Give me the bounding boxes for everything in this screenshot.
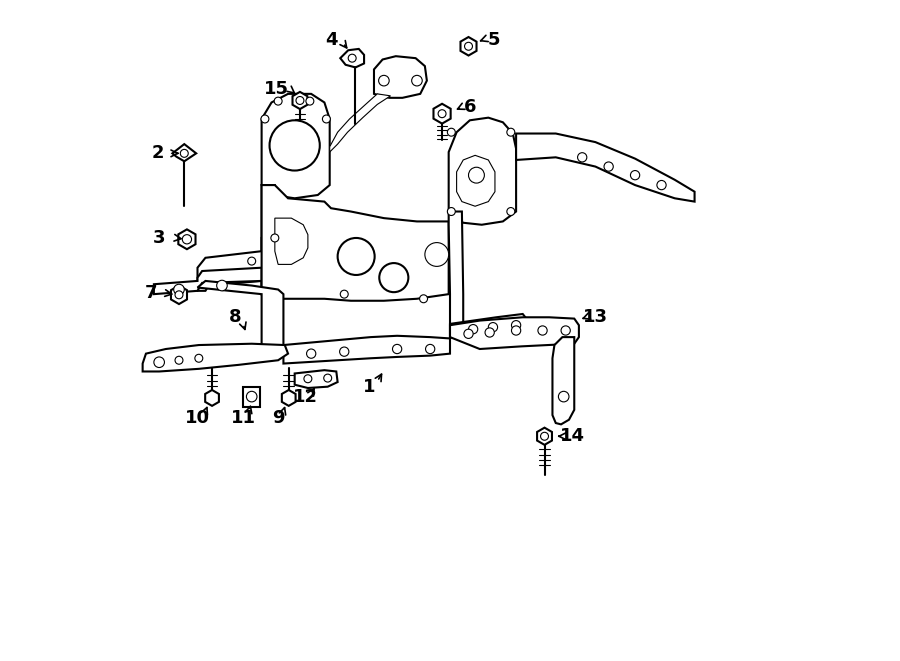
Circle shape (464, 329, 473, 338)
Circle shape (511, 326, 521, 335)
Polygon shape (434, 104, 451, 124)
Polygon shape (553, 337, 574, 424)
Text: 9: 9 (272, 408, 284, 427)
Circle shape (274, 97, 282, 105)
Polygon shape (329, 94, 391, 152)
Polygon shape (449, 118, 516, 225)
Circle shape (247, 391, 257, 402)
Circle shape (541, 432, 548, 440)
Circle shape (248, 257, 256, 265)
Polygon shape (450, 314, 528, 342)
Circle shape (511, 321, 521, 330)
Circle shape (175, 356, 183, 364)
Polygon shape (282, 390, 295, 406)
Circle shape (195, 354, 203, 362)
Polygon shape (262, 94, 329, 198)
Text: 10: 10 (185, 408, 210, 427)
Circle shape (154, 357, 165, 368)
Polygon shape (461, 37, 476, 56)
Circle shape (469, 325, 478, 334)
Polygon shape (294, 370, 338, 388)
Text: 13: 13 (583, 308, 608, 327)
Circle shape (271, 234, 279, 242)
Circle shape (447, 128, 455, 136)
Polygon shape (537, 428, 552, 445)
Circle shape (426, 344, 435, 354)
Circle shape (561, 326, 571, 335)
Polygon shape (374, 56, 427, 98)
Circle shape (183, 235, 192, 244)
Polygon shape (154, 268, 262, 294)
Circle shape (631, 171, 640, 180)
Circle shape (304, 375, 312, 383)
Circle shape (425, 243, 449, 266)
Polygon shape (171, 286, 187, 304)
Polygon shape (173, 144, 196, 161)
Circle shape (447, 208, 455, 215)
Text: 14: 14 (560, 427, 585, 446)
Circle shape (307, 349, 316, 358)
Polygon shape (262, 185, 449, 301)
Circle shape (469, 167, 484, 183)
Circle shape (507, 208, 515, 215)
Circle shape (392, 344, 401, 354)
Circle shape (558, 391, 569, 402)
Circle shape (464, 42, 473, 50)
Circle shape (269, 120, 319, 171)
Circle shape (411, 75, 422, 86)
Circle shape (379, 75, 389, 86)
Circle shape (175, 291, 183, 299)
Circle shape (324, 374, 332, 382)
Circle shape (489, 323, 498, 332)
Circle shape (322, 115, 330, 123)
Circle shape (419, 295, 428, 303)
Polygon shape (516, 134, 695, 202)
Circle shape (217, 280, 227, 291)
Circle shape (339, 347, 349, 356)
Circle shape (174, 284, 184, 295)
Text: 4: 4 (325, 30, 338, 49)
Polygon shape (449, 212, 464, 338)
Polygon shape (262, 185, 274, 294)
Circle shape (348, 54, 356, 62)
Circle shape (657, 180, 666, 190)
Circle shape (296, 97, 304, 104)
Polygon shape (292, 92, 308, 109)
Circle shape (261, 115, 269, 123)
Text: 12: 12 (293, 387, 319, 406)
Circle shape (438, 110, 446, 118)
Text: 1: 1 (363, 377, 375, 396)
Text: 3: 3 (153, 229, 166, 247)
Text: 6: 6 (464, 98, 476, 116)
Polygon shape (456, 155, 495, 206)
Text: 8: 8 (229, 308, 241, 327)
Polygon shape (178, 229, 195, 249)
Text: 11: 11 (230, 408, 256, 427)
Circle shape (538, 326, 547, 335)
Polygon shape (450, 317, 579, 349)
Polygon shape (197, 281, 284, 354)
Polygon shape (243, 387, 260, 407)
Circle shape (485, 328, 494, 337)
Circle shape (306, 97, 314, 105)
Text: 2: 2 (151, 144, 164, 163)
Circle shape (578, 153, 587, 162)
Polygon shape (205, 390, 219, 406)
Circle shape (507, 128, 515, 136)
Circle shape (604, 162, 613, 171)
Circle shape (340, 290, 348, 298)
Circle shape (338, 238, 374, 275)
Circle shape (180, 149, 188, 157)
Text: 7: 7 (145, 284, 158, 303)
Polygon shape (197, 238, 274, 294)
Text: 5: 5 (488, 30, 500, 49)
Polygon shape (340, 49, 364, 67)
Polygon shape (278, 122, 308, 167)
Polygon shape (142, 344, 288, 371)
Polygon shape (274, 218, 308, 264)
Circle shape (379, 263, 409, 292)
Text: 15: 15 (265, 80, 289, 98)
Polygon shape (284, 336, 450, 364)
